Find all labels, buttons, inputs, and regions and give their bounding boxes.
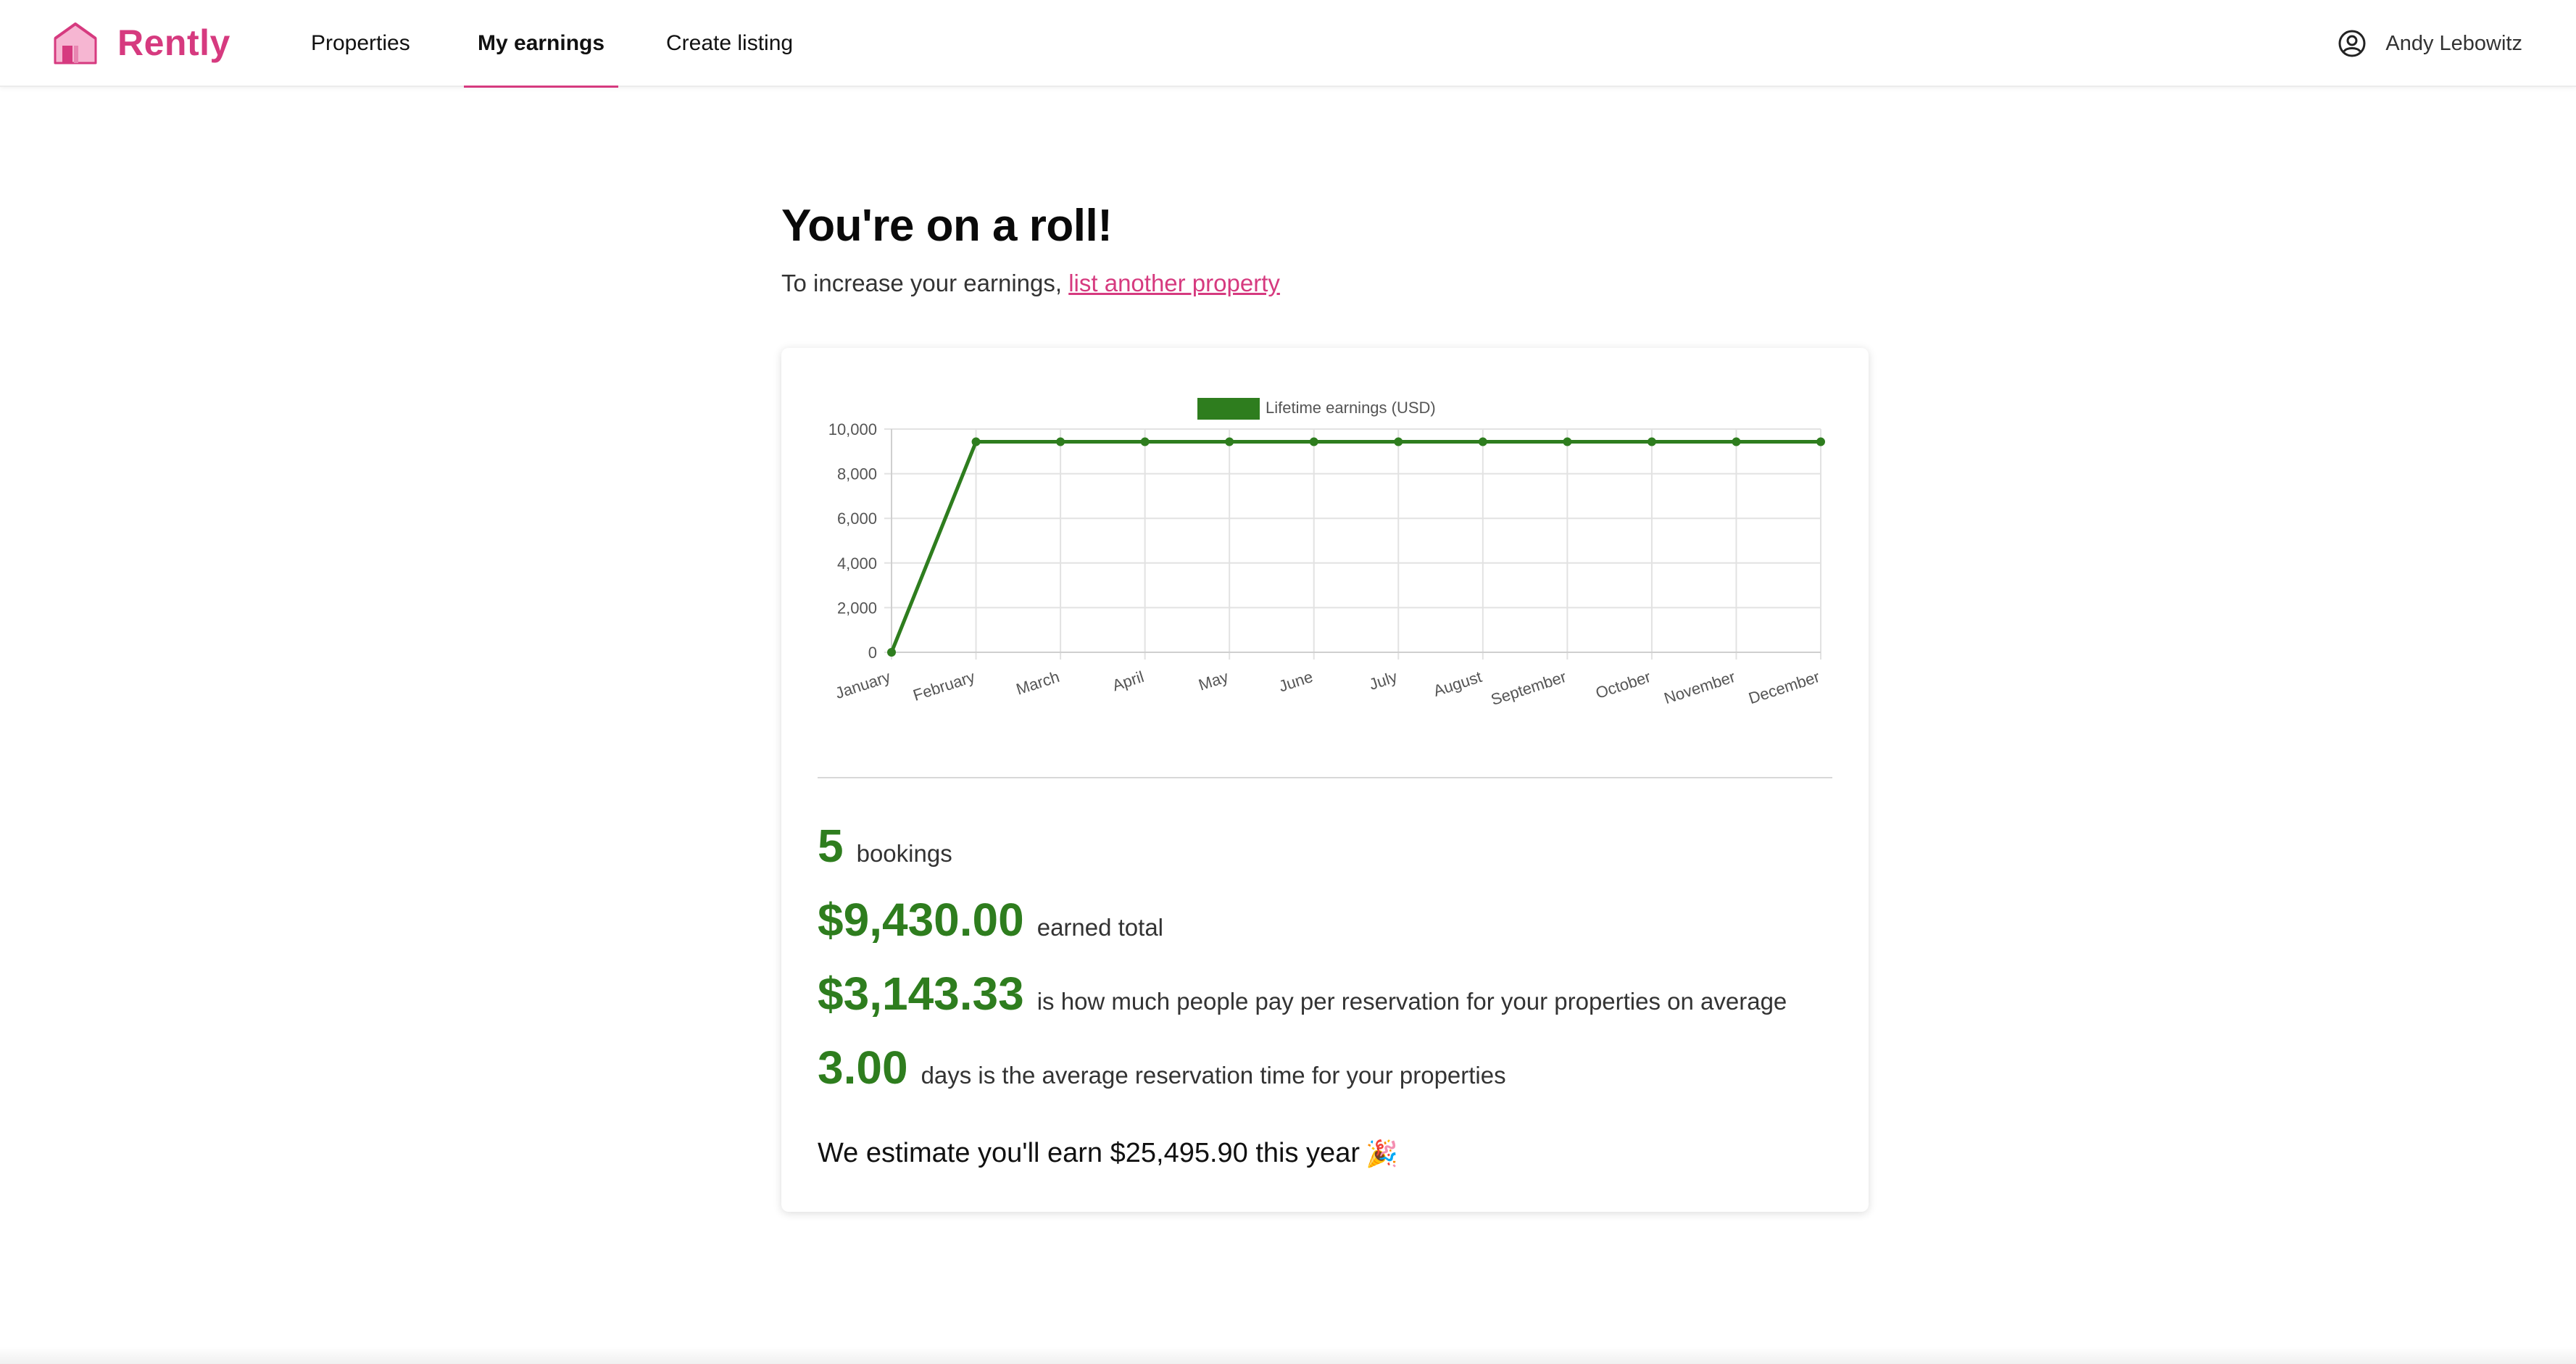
- y-tick-label: 8,000: [837, 465, 877, 483]
- data-point: [1647, 437, 1656, 446]
- party-popper-icon: 🎉: [1365, 1138, 1398, 1168]
- stat-bookings: 5 bookings: [818, 819, 952, 873]
- x-tick-label: July: [1367, 668, 1400, 694]
- data-point: [1478, 437, 1487, 446]
- data-point: [1309, 437, 1318, 446]
- list-another-property-link[interactable]: list another property: [1068, 270, 1280, 296]
- x-tick-label: October: [1593, 668, 1653, 702]
- nav-my-earnings[interactable]: My earnings: [464, 0, 619, 88]
- bookings-count: 5: [818, 820, 844, 872]
- active-tab-indicator: [464, 86, 619, 88]
- nav-properties-label: Properties: [311, 31, 410, 55]
- nav-create-listing-label: Create listing: [666, 31, 794, 55]
- stat-average-days: 3.00 days is the average reservation tim…: [818, 1041, 1506, 1094]
- nav-properties[interactable]: Properties: [311, 0, 410, 87]
- user-circle-icon: [2338, 30, 2366, 57]
- top-navigation-bar: Rently Properties My earnings Create lis…: [0, 0, 2576, 88]
- subtitle-text: To increase your earnings,: [781, 270, 1069, 296]
- x-tick-label: December: [1746, 668, 1821, 707]
- house-icon: [54, 22, 97, 65]
- section-divider: [818, 777, 1832, 778]
- brand-name: Rently: [117, 22, 230, 63]
- average-price-label: is how much people pay per reservation f…: [1036, 988, 1787, 1015]
- x-tick-label: June: [1276, 668, 1315, 696]
- data-point: [1140, 437, 1150, 446]
- data-point: [1732, 437, 1741, 446]
- data-point: [1225, 437, 1234, 446]
- y-tick-label: 2,000: [837, 599, 877, 617]
- page-subtitle: To increase your earnings, list another …: [781, 270, 1280, 297]
- x-tick-label: March: [1014, 668, 1062, 699]
- y-tick-label: 0: [868, 644, 877, 662]
- lifetime-earnings-chart: 0 2,000 4,000 6,000 8,000 10,000 January Februa…: [828, 398, 1825, 709]
- page-bottom-shadow: [0, 1347, 2576, 1364]
- data-point: [1816, 437, 1825, 446]
- x-tick-label: September: [1489, 668, 1569, 709]
- data-point: [1394, 437, 1403, 446]
- series-line: [889, 440, 1821, 653]
- x-tick-label: January: [833, 668, 892, 702]
- bookings-label: bookings: [856, 840, 952, 867]
- earnings-card: 0 2,000 4,000 6,000 8,000 10,000 January Februa…: [781, 348, 1869, 1212]
- x-tick-label: August: [1431, 668, 1484, 700]
- y-tick-label: 4,000: [837, 554, 877, 573]
- nav-my-earnings-label: My earnings: [478, 31, 605, 55]
- average-days-label: days is the average reservation time for…: [921, 1062, 1506, 1089]
- x-tick-label: February: [911, 668, 977, 704]
- data-point: [1056, 437, 1065, 446]
- average-price-value: $3,143.33: [818, 968, 1024, 1020]
- earned-total-label: earned total: [1036, 914, 1164, 941]
- x-tick-label: May: [1196, 668, 1230, 694]
- x-tick-label: April: [1110, 668, 1147, 694]
- x-tick-label: November: [1662, 668, 1737, 707]
- data-point: [887, 648, 896, 657]
- average-days-value: 3.00: [818, 1041, 908, 1094]
- stat-average-price: $3,143.33 is how much people pay per res…: [818, 967, 1787, 1020]
- user-menu[interactable]: Andy Lebowitz: [2338, 0, 2522, 87]
- legend-swatch: [1197, 398, 1260, 420]
- legend-label: Lifetime earnings (USD): [1266, 399, 1436, 417]
- brand-logo[interactable]: Rently: [52, 19, 230, 67]
- nav-create-listing[interactable]: Create listing: [666, 0, 793, 87]
- stat-earned-total: $9,430.00 earned total: [818, 893, 1163, 947]
- data-point: [971, 437, 981, 446]
- yearly-estimate: We estimate you'll earn $25,495.90 this …: [818, 1138, 1398, 1169]
- data-point: [1563, 437, 1572, 446]
- y-tick-label: 10,000: [828, 420, 877, 438]
- earned-total-value: $9,430.00: [818, 894, 1024, 946]
- user-name: Andy Lebowitz: [2385, 31, 2522, 55]
- page-title: You're on a roll!: [781, 201, 1113, 251]
- yearly-estimate-text: We estimate you'll earn $25,495.90 this …: [818, 1138, 1360, 1168]
- y-tick-label: 6,000: [837, 510, 877, 528]
